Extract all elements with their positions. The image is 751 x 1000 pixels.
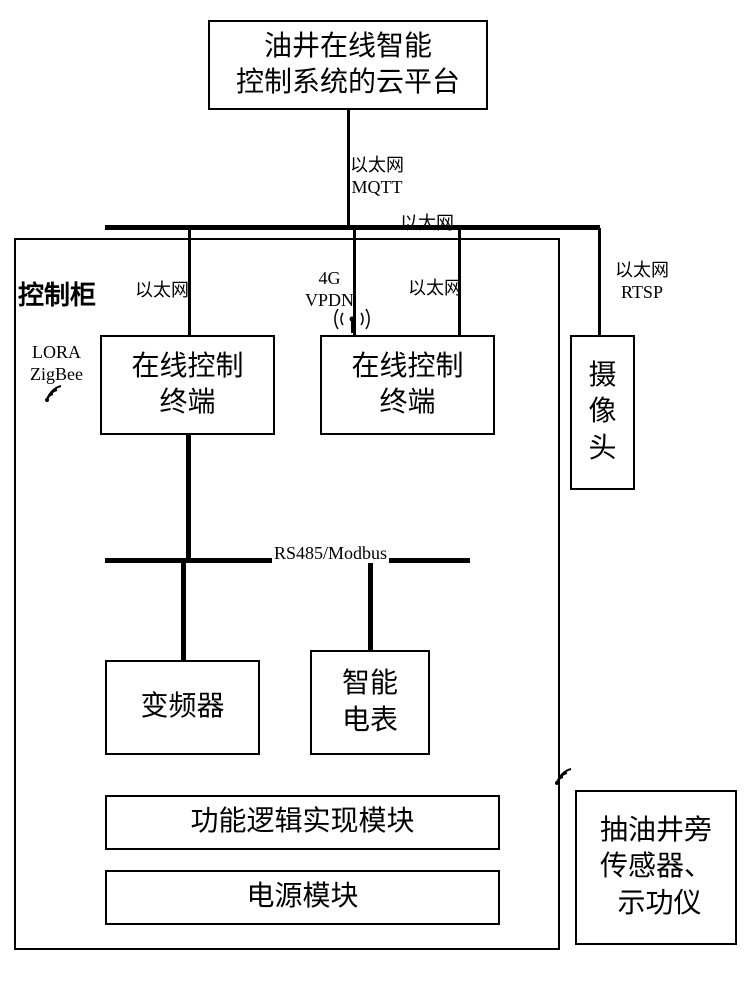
power-module-node: 电源模块 [105, 870, 500, 925]
edge-bus-to-cam [598, 228, 601, 335]
smart-meter-label: 智能 电表 [342, 666, 398, 739]
edge-t1-to-rs [186, 435, 191, 558]
power-module-label: 电源模块 [246, 879, 358, 915]
lora-zigbee-label: LORA ZigBee [30, 342, 83, 385]
inverter-label: 变频器 [140, 689, 224, 725]
sensor-box-label: 抽油井旁 传感器、 示功仪 [600, 813, 712, 922]
cloud-platform-node: 油井在线智能 控制系统的云平台 [208, 20, 488, 110]
antenna-icon [332, 305, 372, 339]
logic-module-node: 功能逻辑实现模块 [105, 795, 500, 850]
ethernet-bus-label: 以太网 [400, 213, 454, 235]
ethernet-rtsp-label: 以太网 RTSP [615, 260, 669, 303]
ethernet-mid-label: 以太网 [408, 278, 462, 300]
control-cabinet-label: 控制柜 [18, 280, 96, 311]
ethernet-left-label: 以太网 [135, 280, 189, 302]
terminal2-label: 在线控制 终端 [351, 349, 463, 422]
inverter-node: 变频器 [105, 660, 260, 755]
camera-label: 摄 像 头 [588, 358, 616, 467]
ethernet-mqtt-label: 以太网 MQTT [350, 155, 404, 198]
logic-module-label: 功能逻辑实现模块 [190, 804, 414, 840]
terminal1-node: 在线控制 终端 [100, 335, 275, 435]
terminal1-label: 在线控制 终端 [131, 349, 243, 422]
camera-node: 摄 像 头 [570, 335, 635, 490]
terminal2-node: 在线控制 终端 [320, 335, 495, 435]
wifi-icon [45, 382, 75, 412]
cloud-platform-label: 油井在线智能 控制系统的云平台 [236, 29, 460, 102]
edge-rs-to-meter [368, 563, 373, 650]
smart-meter-node: 智能 电表 [310, 650, 430, 755]
edge-rs-to-inv [181, 563, 186, 660]
sensor-box-node: 抽油井旁 传感器、 示功仪 [575, 790, 737, 945]
rs485-modbus-label: RS485/Modbus [272, 543, 389, 565]
